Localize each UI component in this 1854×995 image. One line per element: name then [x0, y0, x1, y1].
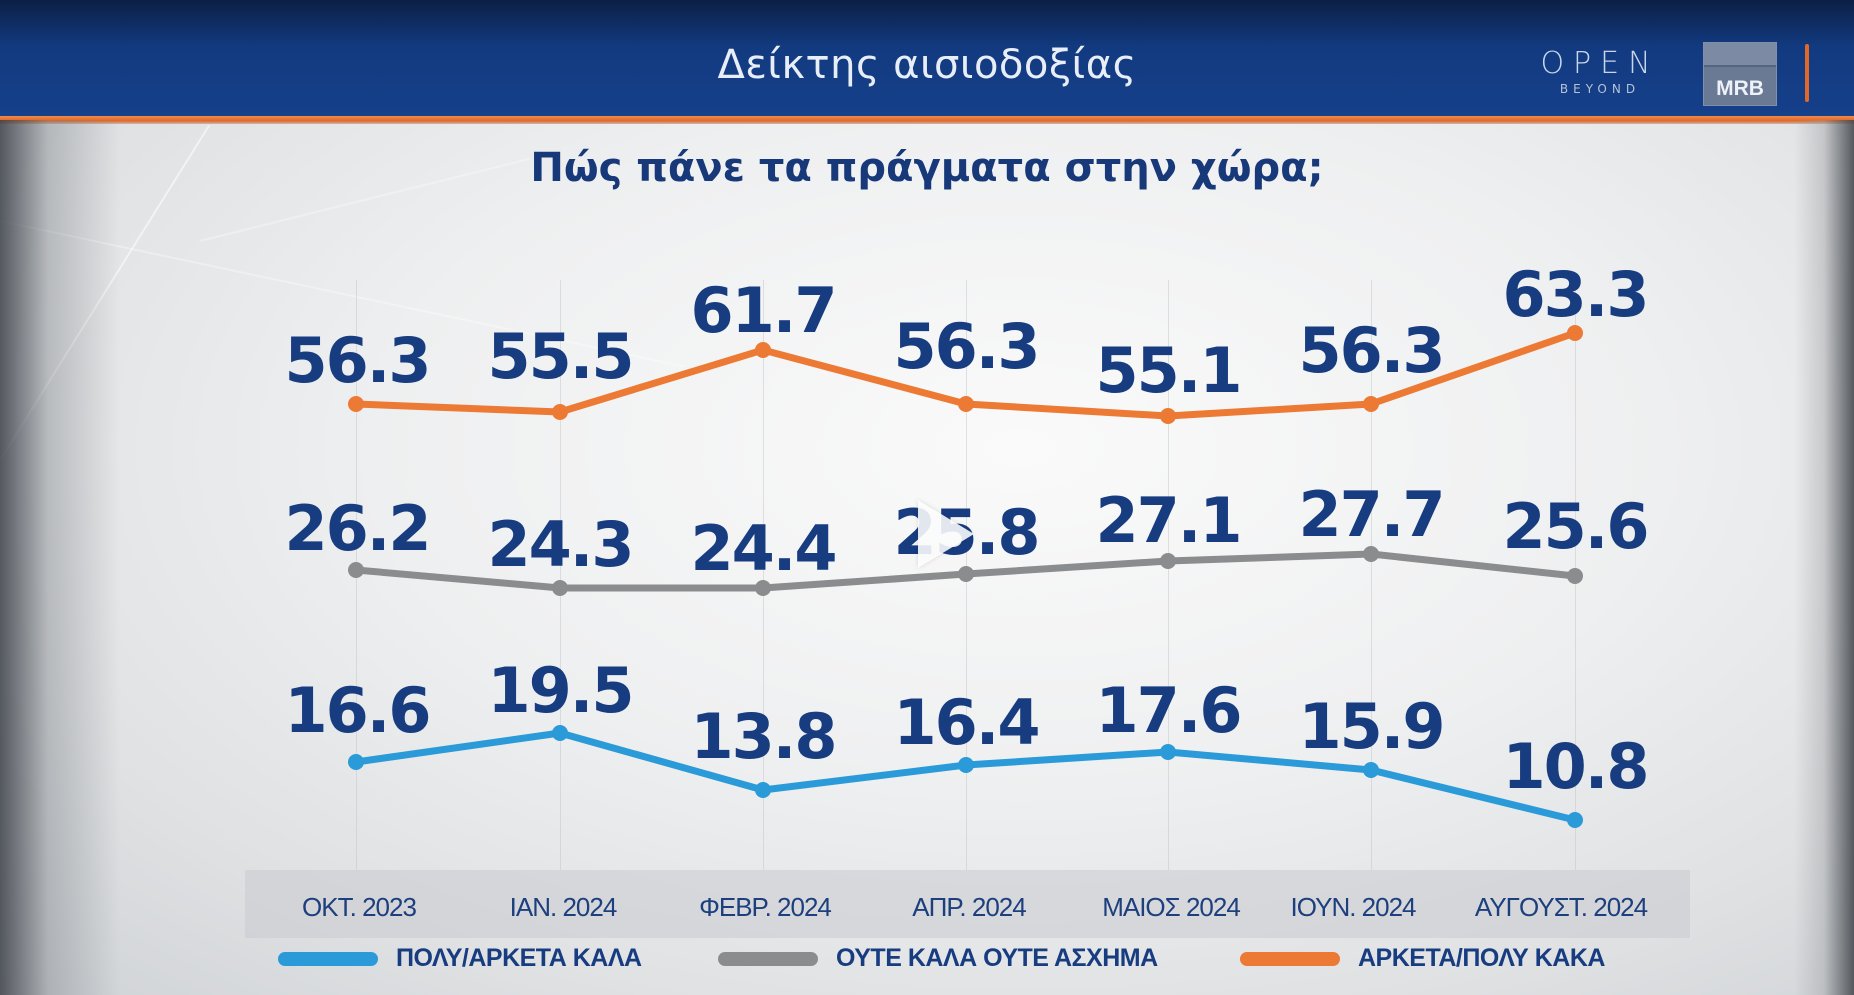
data-label-bad: 55.5 [487, 320, 635, 393]
data-label-good: 15.9 [1298, 690, 1446, 763]
data-label-bad: 56.3 [1298, 314, 1446, 387]
data-label-good: 16.4 [893, 686, 1041, 759]
x-axis-label: ΙΑΝ. 2024 [509, 892, 618, 922]
open-beyond-logo: OPEN BEYOND [1535, 48, 1665, 104]
x-axis-label: ΟΚΤ. 2023 [302, 892, 417, 922]
mrb-logo: MRB [1703, 42, 1777, 106]
gridline [763, 280, 764, 870]
legend-label: ΠΟΛΥ/ΑΡΚΕΤΑ ΚΑΛΑ [396, 944, 642, 972]
series-markers-bad [348, 325, 1583, 424]
chart-title: Πώς πάνε τα πράγματα στην χώρα; [530, 145, 1324, 191]
x-axis-label: ΦΕΒΡ. 2024 [699, 892, 832, 922]
legend-item-good: ΠΟΛΥ/ΑΡΚΕΤΑ ΚΑΛΑ [278, 944, 642, 973]
data-label-bad: 56.3 [893, 310, 1041, 383]
gridline [1168, 280, 1169, 870]
x-axis-label: ΑΠΡ. 2024 [912, 892, 1026, 922]
x-axis-band: ΟΚΤ. 2023 ΙΑΝ. 2024 ΦΕΒΡ. 2024 ΑΠΡ. 2024… [245, 870, 1690, 938]
data-label-bad: 55.1 [1095, 334, 1243, 407]
mrb-logo-bar [1704, 43, 1776, 67]
header-accent-tick [1805, 44, 1809, 102]
broadcast-header: Δείκτης αισιοδοξίας OPEN BEYOND MRB [0, 0, 1854, 116]
legend-item-neutral: ΟΥΤΕ ΚΑΛΑ ΟΥΤΕ ΑΣΧΗΜΑ [718, 944, 1158, 973]
data-label-good: 17.6 [1095, 674, 1243, 747]
data-label-bad: 61.7 [690, 274, 838, 347]
x-axis-label: ΜΑΙΟΣ 2024 [1102, 892, 1241, 922]
legend-label: ΑΡΚΕΤΑ/ΠΟΛΥ ΚΑΚΑ [1358, 944, 1605, 972]
legend-swatch-orange [1240, 951, 1340, 966]
mrb-logo-text: MRB [1716, 77, 1764, 100]
gridline [1371, 280, 1372, 870]
chart-legend: ΠΟΛΥ/ΑΡΚΕΤΑ ΚΑΛΑ ΟΥΤΕ ΚΑΛΑ ΟΥΤΕ ΑΣΧΗΜΑ Α… [0, 944, 1854, 984]
x-axis-label: ΙΟΥΝ. 2024 [1290, 892, 1416, 922]
data-label-neutral: 26.2 [284, 492, 432, 565]
x-axis-label: ΑΥΓΟΥΣΤ. 2024 [1474, 892, 1648, 922]
data-label-good: 16.6 [284, 674, 432, 747]
data-label-neutral: 24.4 [690, 512, 838, 585]
data-label-good: 13.8 [690, 700, 838, 773]
beyond-logo-text: BEYOND [1559, 82, 1641, 96]
legend-swatch-blue [278, 951, 378, 966]
play-icon[interactable] [918, 500, 974, 568]
data-label-good: 10.8 [1502, 730, 1650, 803]
legend-label: ΟΥΤΕ ΚΑΛΑ ΟΥΤΕ ΑΣΧΗΜΑ [836, 944, 1158, 972]
data-label-neutral: 24.3 [487, 508, 635, 581]
data-label-neutral: 25.6 [1502, 490, 1650, 563]
data-label-bad: 63.3 [1502, 258, 1650, 331]
legend-swatch-gray [718, 951, 818, 966]
data-label-neutral: 27.7 [1298, 478, 1446, 551]
series-markers-neutral [348, 546, 1583, 596]
data-label-good: 19.5 [487, 654, 635, 727]
data-label-neutral: 27.1 [1095, 484, 1243, 557]
series-markers-good [348, 725, 1583, 828]
data-label-bad: 56.3 [284, 324, 432, 397]
header-title: Δείκτης αισιοδοξίας [717, 42, 1137, 88]
open-logo-text: OPEN [1540, 46, 1660, 81]
gridline [560, 280, 561, 870]
header-accent-stripe [0, 116, 1854, 124]
legend-item-bad: ΑΡΚΕΤΑ/ΠΟΛΥ ΚΑΚΑ [1240, 944, 1605, 973]
